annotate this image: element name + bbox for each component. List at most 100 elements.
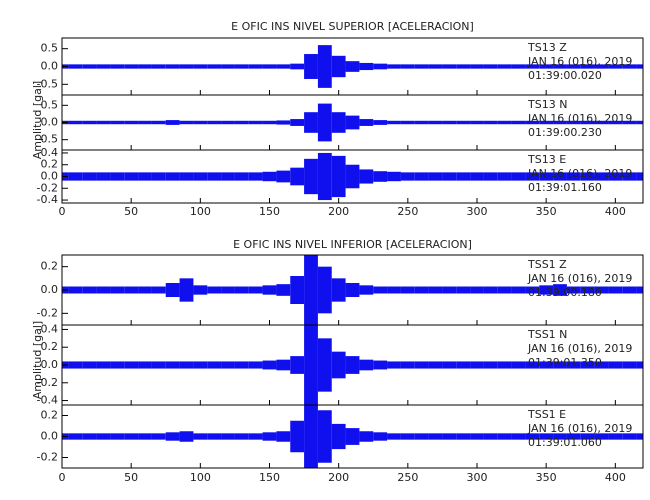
waveform-envelope: [539, 361, 554, 369]
waveform-envelope: [539, 433, 554, 440]
waveform-envelope: [483, 120, 498, 125]
waveform-envelope: [221, 64, 235, 69]
waveform-envelope: [497, 172, 512, 181]
waveform-envelope: [262, 432, 277, 441]
trace-annotation: TS13 E: [527, 153, 566, 166]
waveform-envelope: [359, 285, 374, 295]
waveform-envelope: [276, 284, 291, 296]
waveform-envelope: [456, 172, 471, 181]
waveform-envelope: [483, 172, 498, 181]
waveform-envelope: [262, 120, 277, 125]
waveform-envelope: [290, 276, 305, 304]
waveform-envelope: [110, 172, 125, 181]
waveform-envelope: [151, 172, 166, 181]
waveform-envelope: [387, 361, 401, 369]
trace-annotation: JAN 16 (016), 2019: [527, 167, 632, 180]
y-tick-label: 0.0: [41, 358, 59, 371]
waveform-envelope: [608, 172, 623, 181]
waveform-envelope: [400, 361, 415, 369]
waveform-envelope: [428, 286, 443, 294]
waveform-envelope: [580, 433, 595, 440]
waveform-envelope: [221, 286, 235, 294]
y-tick-label: -0.2: [37, 376, 58, 389]
waveform-envelope: [387, 433, 401, 440]
waveform-envelope: [414, 64, 429, 69]
waveform-envelope: [207, 361, 222, 369]
waveform-envelope: [483, 64, 498, 69]
waveform-envelope: [82, 286, 97, 294]
waveform-envelope: [456, 120, 471, 125]
waveform-envelope: [68, 433, 83, 440]
x-tick-label: 100: [190, 205, 211, 218]
x-tick-label: 250: [397, 205, 418, 218]
waveform-envelope: [442, 433, 457, 440]
waveform-envelope: [276, 120, 291, 125]
trace-annotation: TS13 N: [527, 98, 567, 111]
x-tick-label: 300: [467, 471, 488, 484]
waveform-envelope: [553, 64, 567, 69]
waveform-envelope: [179, 120, 194, 125]
waveform-envelope: [483, 433, 498, 440]
waveform-envelope: [248, 286, 263, 294]
waveform-envelope: [110, 286, 125, 294]
waveform-envelope: [400, 433, 415, 440]
waveform-envelope: [470, 286, 484, 294]
waveform-envelope: [221, 361, 235, 369]
y-tick-label: 0.0: [41, 60, 59, 73]
waveform-envelope: [262, 64, 277, 69]
waveform-envelope: [566, 433, 581, 440]
waveform-envelope: [179, 278, 194, 302]
waveform-envelope: [221, 433, 235, 440]
waveform-envelope: [165, 432, 180, 441]
waveform-envelope: [151, 361, 166, 369]
waveform-envelope: [179, 64, 194, 69]
waveform-envelope: [539, 120, 554, 125]
waveform-envelope: [124, 120, 139, 125]
waveform-envelope: [359, 359, 374, 371]
x-tick-label: 150: [259, 471, 280, 484]
waveform-envelope: [566, 64, 581, 69]
waveform-envelope: [525, 286, 540, 294]
waveform-envelope: [345, 283, 360, 297]
waveform-envelope: [179, 431, 194, 442]
trace-annotation: 01:39:01.160: [528, 181, 602, 194]
waveform-envelope: [525, 64, 540, 69]
waveform-envelope: [317, 410, 332, 463]
waveform-envelope: [207, 433, 222, 440]
chart-title: E OFIC INS NIVEL SUPERIOR [ACELERACION]: [231, 20, 474, 33]
waveform-envelope: [359, 119, 374, 126]
y-tick-label: -0.4: [37, 193, 58, 206]
waveform-envelope: [96, 286, 111, 294]
trace-annotation: 01:39:01.350: [528, 356, 602, 369]
waveform-envelope: [110, 64, 125, 69]
waveform-envelope: [414, 120, 429, 125]
waveform-envelope: [428, 361, 443, 369]
waveform-envelope: [290, 119, 305, 126]
waveform-envelope: [317, 45, 332, 88]
waveform-envelope: [290, 356, 305, 374]
waveform-envelope: [580, 286, 595, 294]
waveform-envelope: [442, 286, 457, 294]
waveform-envelope: [359, 62, 374, 71]
waveform-envelope: [636, 433, 643, 440]
waveform-envelope: [636, 286, 643, 294]
waveform-envelope: [165, 283, 180, 297]
waveform-envelope: [373, 120, 388, 125]
waveform-envelope: [594, 286, 609, 294]
waveform-envelope: [304, 54, 318, 79]
waveform-envelope: [331, 423, 346, 450]
waveform-envelope: [68, 172, 83, 181]
waveform-envelope: [387, 171, 401, 182]
waveform-envelope: [124, 286, 139, 294]
waveform-envelope: [193, 285, 208, 295]
waveform-envelope: [124, 361, 139, 369]
waveform-envelope: [207, 172, 222, 181]
waveform-envelope: [193, 120, 208, 125]
waveform-envelope: [304, 158, 318, 195]
waveform-envelope: [608, 361, 623, 369]
trace-annotation: JAN 16 (016), 2019: [527, 112, 632, 125]
waveform-envelope: [525, 433, 540, 440]
trace-annotation: TS13 Z: [527, 41, 567, 54]
y-tick-label: 0.5: [41, 98, 59, 111]
chart-title: E OFIC INS NIVEL INFERIOR [ACELERACION]: [233, 238, 472, 251]
